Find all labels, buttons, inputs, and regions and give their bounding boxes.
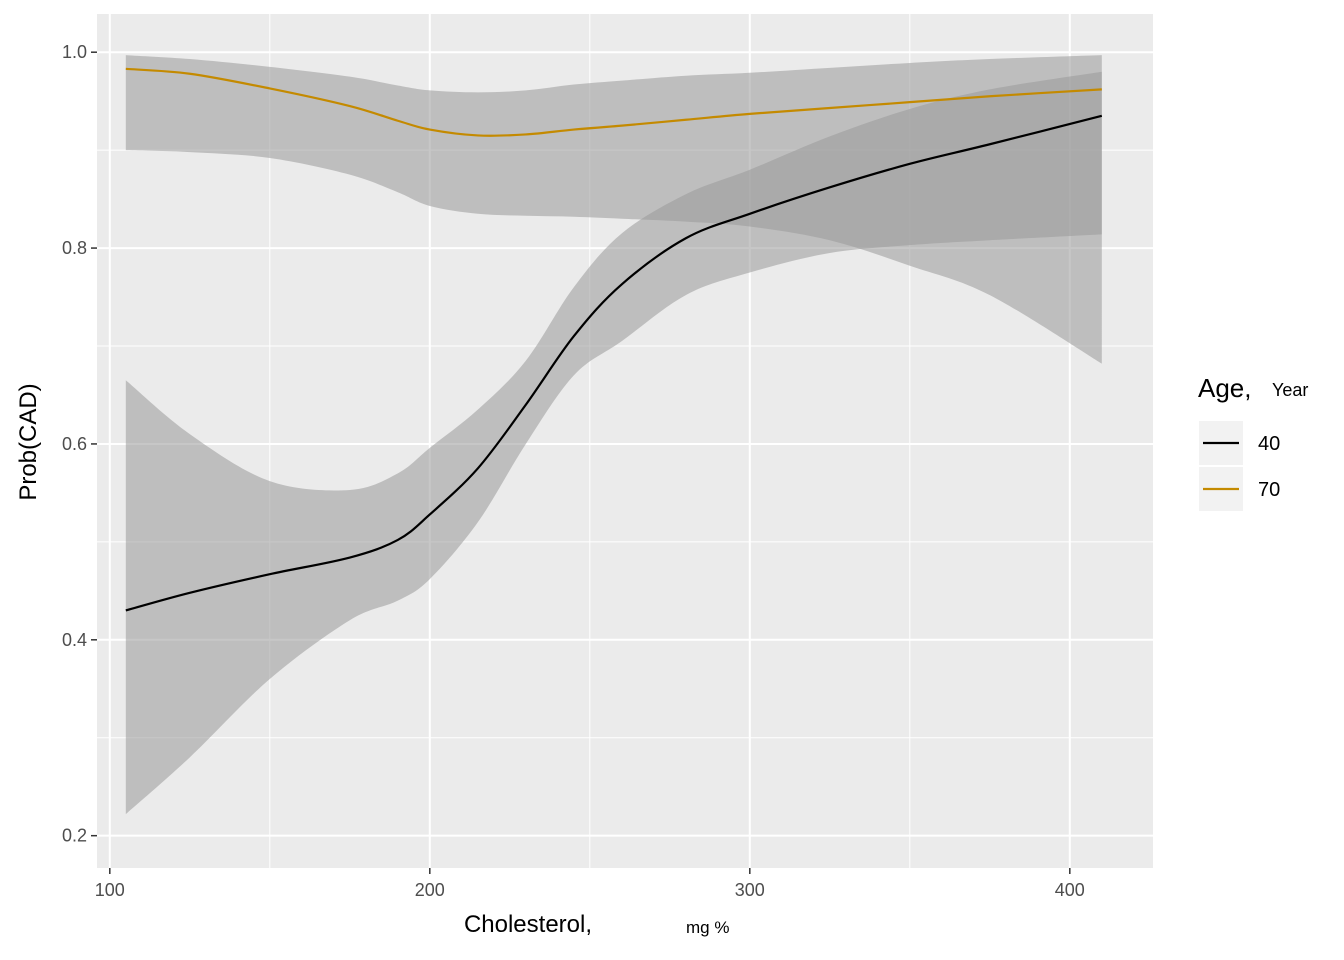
y-tick-label: 0.4 [62,630,87,650]
x-tick-label: 300 [735,880,765,900]
confidence-band-70 [125,55,1102,364]
x-tick-label: 200 [415,880,445,900]
confidence-bands [125,55,1102,815]
series-line-40 [125,114,1103,612]
y-axis-ticks: 0.2 0.4 0.6 0.8 1.0 [62,42,97,846]
legend-title-unit: Year [1272,380,1308,400]
x-axis-title: Cholesterol, [464,911,592,938]
y-axis-title: Prob(CAD) [15,383,42,500]
legend-title: Age, [1198,373,1252,403]
legend-label: 40 [1258,433,1280,455]
legend-keys: 40 70 [1199,421,1280,511]
x-tick-label: 100 [95,880,125,900]
x-axis-ticks: 100 200 300 400 [95,868,1085,900]
y-tick-label: 0.2 [62,826,87,846]
y-tick-label: 0.6 [62,434,87,454]
x-tick-label: 400 [1055,880,1085,900]
x-axis-unit: mg % [686,918,729,937]
legend-label: 70 [1258,479,1280,501]
y-tick-label: 1.0 [62,42,87,62]
y-tick-label: 0.8 [62,238,87,258]
series-line-70 [125,67,1102,137]
legend: Age, Year 40 70 [1198,373,1308,511]
series-lines [125,67,1103,612]
